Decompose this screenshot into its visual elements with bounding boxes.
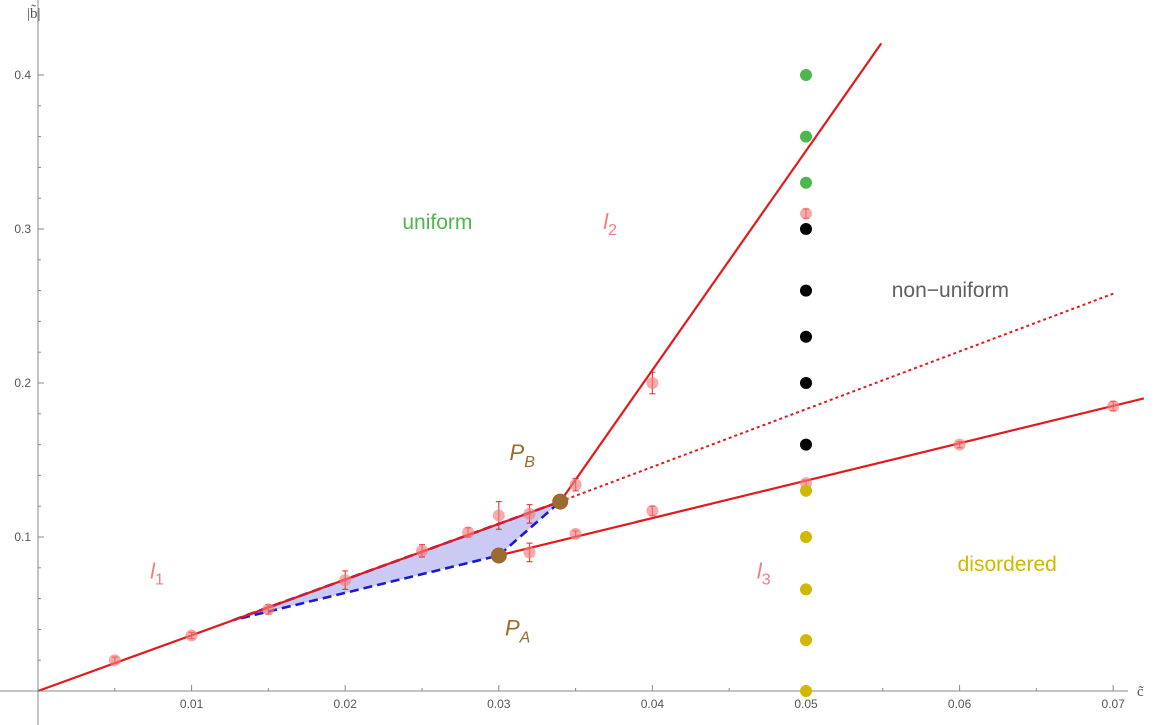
line-label: l2 [603, 209, 617, 239]
y-tick-label: 0.1 [14, 530, 31, 544]
region-label: non−uniform [892, 279, 1009, 302]
uniform-point [800, 176, 812, 189]
region-label: uniform [402, 211, 472, 234]
non_uniform-point [800, 284, 812, 297]
measured-point [108, 654, 121, 667]
x-tick-label: 0.04 [641, 697, 665, 711]
line-label: l1 [150, 559, 164, 589]
y-tick-label: 0.4 [14, 68, 31, 82]
measured-point [569, 527, 582, 540]
disordered-point [800, 685, 812, 697]
special-point-P_A [490, 547, 507, 564]
uniform-point [800, 130, 812, 143]
x-axis-label: c̃ [1137, 684, 1144, 700]
measured-point [523, 546, 536, 559]
x-tick-label: 0.06 [948, 697, 972, 711]
measured-point [462, 526, 475, 539]
x-tick-label: 0.07 [1102, 697, 1126, 711]
measured-point [646, 504, 659, 517]
disordered-point [800, 484, 812, 497]
disordered-point [800, 531, 812, 543]
point-label: PB [510, 440, 536, 471]
y-axis-label: |b̃| [27, 4, 41, 22]
disordered-point [800, 634, 812, 647]
disordered-point [800, 583, 812, 596]
non_uniform-point [800, 223, 812, 235]
x-tick-label: 0.01 [180, 697, 204, 711]
measured-point [1107, 400, 1120, 413]
measured-point [185, 629, 198, 642]
line-boundary [559, 292, 1114, 503]
measured-point [523, 507, 536, 520]
x-tick-label: 0.05 [794, 697, 818, 711]
y-tick-label: 0.3 [14, 222, 31, 236]
measured-point [262, 603, 275, 616]
x-tick-label: 0.03 [487, 697, 511, 711]
measured-point [569, 478, 582, 491]
measured-point [339, 574, 352, 587]
uniform-point [800, 69, 812, 81]
line-label: l3 [757, 559, 771, 589]
special-point-P_B [552, 493, 569, 510]
measured-point [800, 207, 812, 220]
measured-point [646, 377, 659, 389]
line-l2 [559, 42, 883, 503]
measured-point [953, 438, 966, 451]
line-l3 [498, 397, 1145, 557]
region-label: disordered [958, 553, 1057, 576]
non_uniform-point [800, 377, 812, 389]
y-tick-label: 0.2 [14, 376, 31, 390]
non_uniform-point [800, 330, 812, 343]
measured-point [416, 544, 428, 557]
non_uniform-point [800, 438, 812, 451]
x-tick-label: 0.02 [334, 697, 358, 711]
measured-point [492, 509, 505, 522]
point-label: PA [505, 616, 530, 647]
